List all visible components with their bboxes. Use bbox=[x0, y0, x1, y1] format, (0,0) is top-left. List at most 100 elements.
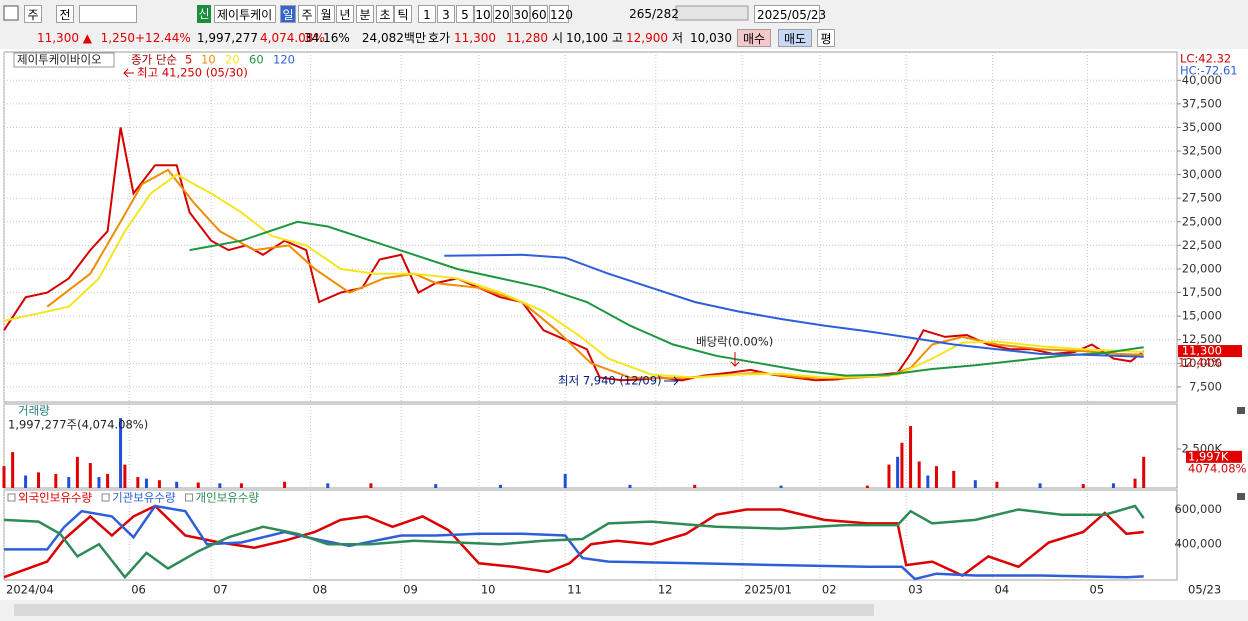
volume-bar bbox=[1133, 478, 1137, 488]
arrow bbox=[123, 68, 134, 78]
series-line bbox=[46, 168, 1144, 380]
volume-bar bbox=[900, 442, 904, 488]
legend-entry: 기관보유수량 bbox=[112, 491, 176, 505]
y-tick-label: 25,000 bbox=[1182, 214, 1222, 228]
chart-title: 제이투케이바이오 bbox=[17, 53, 102, 67]
volume-bar bbox=[1111, 483, 1115, 488]
toolbar-item[interactable]: 신 bbox=[197, 5, 211, 23]
toolbar-item[interactable]: 120 bbox=[549, 5, 573, 23]
x-tick-label: 05 bbox=[1090, 583, 1105, 597]
toolbar-item: 시 bbox=[552, 31, 564, 45]
toolbar-item: 고 bbox=[612, 31, 624, 45]
toolbar-item[interactable]: 전 bbox=[56, 5, 74, 23]
volume-bar bbox=[973, 480, 977, 488]
toolbar-item: 12,900 bbox=[626, 31, 668, 45]
icon[interactable] bbox=[3, 5, 19, 21]
toolbar-item[interactable]: 제이투케이 bbox=[214, 5, 276, 23]
x-tick-label: 12 bbox=[658, 583, 673, 597]
volume-bar bbox=[75, 456, 79, 488]
arrow bbox=[730, 352, 740, 367]
volume-panel bbox=[3, 403, 1178, 489]
toolbar-item: 1,250 bbox=[100, 31, 135, 45]
volume-bar bbox=[136, 477, 140, 488]
volume-bar bbox=[11, 452, 15, 488]
scroll-thumb[interactable] bbox=[14, 604, 874, 616]
volume-bar bbox=[995, 481, 999, 488]
series-line bbox=[444, 253, 1144, 358]
legend-entry: 120 bbox=[273, 53, 295, 67]
toolbar-item: 24,082백만 bbox=[361, 31, 426, 45]
toolbar-item[interactable]: 월 bbox=[317, 5, 335, 23]
toolbar-item[interactable]: 주 bbox=[24, 5, 42, 23]
y-tick-label: 400,000 bbox=[1174, 537, 1222, 551]
legend-title: 종가 단순 bbox=[131, 53, 177, 67]
toolbar-item[interactable]: 30 bbox=[512, 5, 530, 23]
toolbar-item[interactable]: 420570 bbox=[79, 5, 137, 23]
toolbar-item: 4,074.08% bbox=[260, 31, 325, 45]
last-price: 11,300 bbox=[1182, 344, 1222, 358]
toolbar-item[interactable]: 2025/05/23 bbox=[754, 5, 826, 23]
y-tick-label: 32,500 bbox=[1182, 144, 1222, 158]
volume-bar bbox=[196, 482, 200, 488]
toolbar-item[interactable]: 3 bbox=[437, 5, 455, 23]
value-label: 1,997,277주(4,074.08%) bbox=[8, 418, 148, 432]
x-tick-label: 04 bbox=[995, 583, 1010, 597]
toolbar-item[interactable]: 평 bbox=[817, 29, 835, 47]
toolbar-item[interactable]: 일 bbox=[280, 5, 296, 23]
volume-bar bbox=[97, 477, 101, 488]
volume-bar bbox=[24, 475, 28, 488]
legend-entry: 외국인보유수량 bbox=[18, 491, 92, 505]
y-tick-label: 37,500 bbox=[1182, 96, 1222, 110]
annotation: 최고 41,250 (05/30) bbox=[137, 66, 248, 80]
icons[interactable] bbox=[675, 5, 749, 21]
close-icon[interactable] bbox=[1237, 407, 1245, 414]
y-tick-label: 17,500 bbox=[1182, 285, 1222, 299]
y-tick-label: 27,500 bbox=[1182, 191, 1222, 205]
toolbar-item: 10,100 bbox=[566, 31, 608, 45]
close-icon[interactable] bbox=[1237, 493, 1245, 500]
legend-entry: 5 bbox=[185, 53, 192, 67]
change-label: 12.44% bbox=[1178, 356, 1222, 370]
series-line bbox=[189, 220, 1144, 377]
volume-bar bbox=[1081, 484, 1085, 488]
y-tick-label: 40,000 bbox=[1182, 73, 1222, 87]
volume-bar bbox=[144, 478, 148, 488]
series-line bbox=[4, 504, 1144, 581]
toolbar-item[interactable]: 60 bbox=[530, 5, 548, 23]
x-end-label: 05/23 bbox=[1188, 583, 1221, 597]
toolbar-item[interactable]: 1 bbox=[418, 5, 436, 23]
toolbar-item[interactable]: 분 bbox=[356, 5, 374, 23]
toolbar-item: 저 bbox=[672, 31, 684, 45]
volume-bar bbox=[498, 484, 502, 488]
legend-icon bbox=[185, 493, 194, 502]
y-tick-label: 22,500 bbox=[1182, 238, 1222, 252]
toolbar-item[interactable]: 20 bbox=[493, 5, 511, 23]
toolbar-item[interactable]: 매도 bbox=[778, 29, 812, 47]
toolbar-item: 34.16% bbox=[304, 31, 350, 45]
annotation: 최저 7,940 (12/09) bbox=[558, 374, 662, 388]
toolbar-item[interactable]: 매수 bbox=[737, 29, 771, 47]
volume-bar bbox=[106, 473, 110, 488]
toolbar-item[interactable]: 주 bbox=[298, 5, 316, 23]
last-volume: 1,997K bbox=[1188, 449, 1229, 463]
toolbar-item[interactable]: 초 bbox=[376, 5, 394, 23]
x-tick-label: 07 bbox=[213, 583, 228, 597]
volume-bar bbox=[119, 418, 123, 488]
volume-bar bbox=[37, 472, 41, 488]
x-tick-label: 2024/04 bbox=[6, 583, 54, 597]
series-line bbox=[3, 504, 1145, 580]
legend-entry: 개인보유수량 bbox=[196, 491, 260, 505]
toolbar-item: 호가 bbox=[428, 31, 451, 45]
volume-bar bbox=[434, 484, 438, 488]
toolbar-item[interactable]: 5 bbox=[456, 5, 474, 23]
volume-bar bbox=[283, 481, 287, 488]
volume-bar bbox=[896, 456, 900, 488]
legend-icon bbox=[7, 493, 16, 502]
toolbar-item[interactable]: 년 bbox=[336, 5, 354, 23]
x-tick-label: 11 bbox=[567, 583, 582, 597]
toolbar-item[interactable]: 10 bbox=[474, 5, 492, 23]
toolbar-item[interactable]: 틱 bbox=[394, 5, 412, 23]
volume-bar bbox=[239, 483, 243, 488]
volume-bar bbox=[779, 485, 783, 488]
